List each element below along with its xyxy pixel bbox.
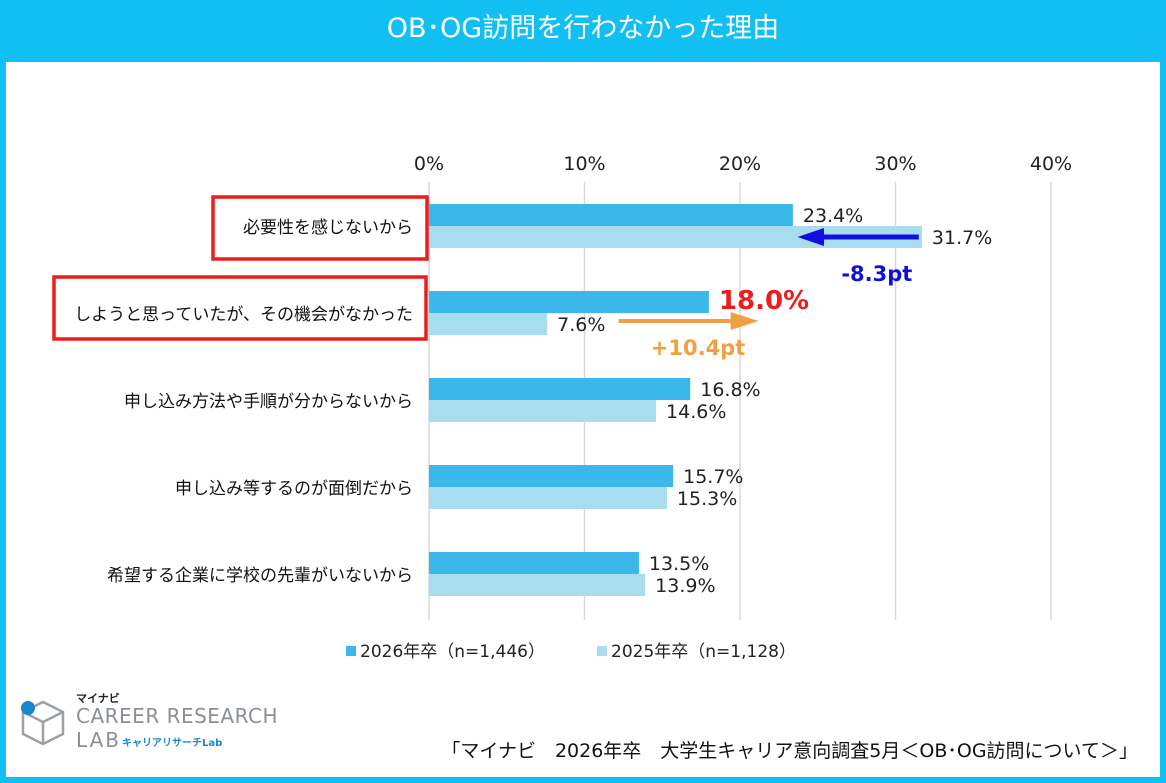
bar-2025 <box>429 487 667 509</box>
x-tick-label: 40% <box>1030 153 1072 175</box>
category-label: 必要性を感じないから <box>243 218 413 238</box>
legend-label-2026: 2026年卒（n=1,446） <box>360 642 545 662</box>
bar-2026 <box>429 552 639 574</box>
bar-2025 <box>429 313 548 335</box>
cube-logo-icon <box>21 700 65 746</box>
value-label: 15.3% <box>677 488 737 510</box>
bar-2026 <box>429 465 674 487</box>
logo-lab-text: LAB <box>76 728 122 752</box>
increase-annotation: +10.4pt <box>651 336 745 360</box>
legend-swatch-2026 <box>346 646 356 656</box>
value-label: 13.9% <box>655 575 715 597</box>
logo-main-text: CAREER RESEARCH <box>76 704 279 728</box>
value-label: 23.4% <box>803 205 863 227</box>
bar-2026 <box>429 291 709 313</box>
category-label: 申し込み等するのが面倒だから <box>175 479 413 499</box>
category-label: しようと思っていたが、その機会がなかった <box>74 305 413 325</box>
value-label: 13.5% <box>649 553 709 575</box>
value-label: 15.7% <box>683 466 743 488</box>
highlight-box <box>211 195 429 261</box>
title-bar <box>0 0 1166 62</box>
x-tick-label: 30% <box>874 153 916 175</box>
source-note: 「マイナビ 2026年卒 大学生キャリア意向調査5月＜OB･OG訪問について＞」 <box>441 740 1138 762</box>
logo-subtitle: キャリアリサーチLab <box>122 738 223 749</box>
value-label: 7.6% <box>557 314 605 336</box>
bar-2025 <box>429 400 657 422</box>
x-tick-label: 20% <box>719 153 761 175</box>
category-label: 申し込み方法や手順が分からないから <box>124 392 413 412</box>
career-research-lab-logo: マイナビ CAREER RESEARCH LAB キャリアリサーチLab <box>18 690 279 752</box>
chart-title: OB･OG訪問を行わなかった理由 <box>386 13 780 44</box>
category-label: 希望する企業に学校の先輩がいないから <box>107 566 413 586</box>
value-label: 14.6% <box>666 401 726 423</box>
value-label: 18.0% <box>719 286 809 316</box>
decrease-annotation: -8.3pt <box>841 262 912 286</box>
value-label: 31.7% <box>932 227 992 249</box>
bar-2026 <box>429 378 691 400</box>
legend-label-2025: 2025年卒（n=1,128） <box>611 642 796 662</box>
bar-2026 <box>429 204 793 226</box>
logo-brand-small: マイナビ <box>76 692 120 705</box>
x-tick-label: 0% <box>414 153 444 175</box>
bar-2025 <box>429 226 922 248</box>
decrease-arrow-head <box>797 228 824 246</box>
x-tick-label: 10% <box>563 153 605 175</box>
increase-arrow-head <box>730 312 759 330</box>
value-label: 16.8% <box>700 379 760 401</box>
legend-swatch-2025 <box>597 646 607 656</box>
bar-2025 <box>429 574 646 596</box>
highlight-box <box>52 275 428 341</box>
